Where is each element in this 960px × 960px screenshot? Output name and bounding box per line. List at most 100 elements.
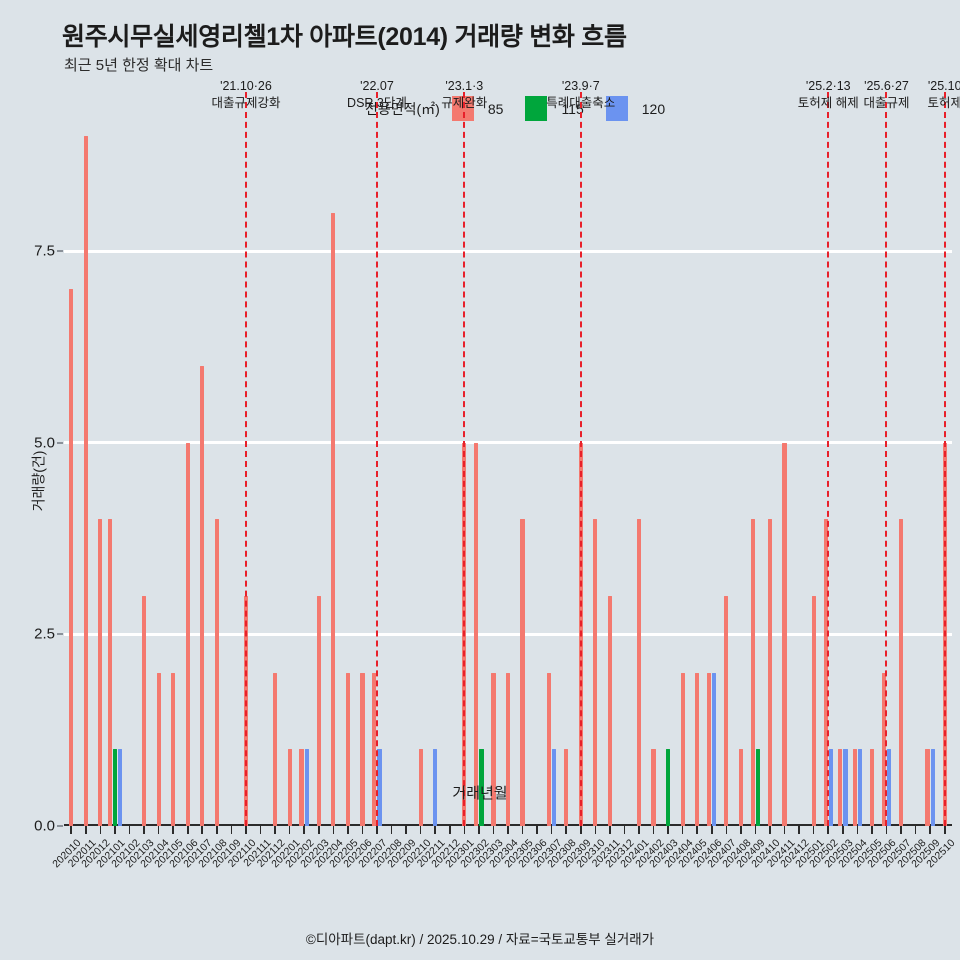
x-tick-mark <box>681 826 684 834</box>
bar[interactable] <box>680 672 685 826</box>
bar[interactable] <box>666 749 671 826</box>
x-tick-mark <box>274 826 276 834</box>
bar[interactable] <box>869 749 875 826</box>
bar[interactable] <box>345 672 350 826</box>
event-marker-line <box>943 92 946 826</box>
event-marker-line <box>463 92 466 826</box>
legend-title: 전용면적(㎡) <box>365 100 440 117</box>
event-annotation: '21.10·26 대출규제강화 <box>211 78 280 112</box>
bar[interactable] <box>593 519 598 826</box>
legend-swatch-115 <box>525 96 548 121</box>
bar[interactable] <box>69 289 74 826</box>
bar[interactable] <box>707 672 712 826</box>
x-tick-mark <box>332 826 335 834</box>
bar[interactable] <box>83 136 88 826</box>
bar[interactable] <box>316 596 321 826</box>
bar[interactable] <box>738 749 743 826</box>
event-annotation: '25.10 토허제 <box>927 78 960 112</box>
bar[interactable] <box>299 749 304 826</box>
x-tick-mark <box>885 826 888 834</box>
bar[interactable] <box>712 672 717 826</box>
bar[interactable] <box>107 519 112 826</box>
bar[interactable] <box>552 749 557 826</box>
legend-label-115: 115 <box>561 100 584 117</box>
x-tick-mark <box>186 826 189 834</box>
bar[interactable] <box>118 749 123 826</box>
bar[interactable] <box>418 749 423 826</box>
x-tick-mark <box>376 826 378 834</box>
legend-item-120[interactable]: 120 <box>605 96 687 121</box>
bar[interactable] <box>474 442 479 826</box>
bar[interactable] <box>171 672 176 826</box>
bar[interactable] <box>930 749 935 826</box>
bar[interactable] <box>843 749 848 826</box>
bar[interactable] <box>304 749 309 826</box>
bar[interactable] <box>607 596 612 826</box>
bar[interactable] <box>651 749 656 826</box>
x-tick-mark <box>783 826 786 834</box>
x-tick-mark <box>550 826 553 834</box>
bar[interactable] <box>272 672 278 826</box>
x-tick-mark <box>99 826 102 834</box>
y-tick-mark <box>57 825 63 827</box>
x-tick-mark <box>492 826 495 834</box>
x-tick-mark <box>623 826 626 834</box>
bar[interactable] <box>925 749 930 826</box>
bar[interactable] <box>782 442 787 826</box>
bar[interactable] <box>433 749 438 826</box>
bar[interactable] <box>636 519 642 826</box>
y-tick-label: 0.0 <box>34 817 55 835</box>
bar[interactable] <box>564 749 569 826</box>
x-tick-mark <box>434 826 436 834</box>
x-tick-mark <box>900 826 902 834</box>
bar[interactable] <box>520 519 525 826</box>
bar[interactable] <box>881 672 886 826</box>
bar[interactable] <box>112 749 118 826</box>
bar[interactable] <box>479 749 484 826</box>
bar[interactable] <box>852 749 857 826</box>
bar[interactable] <box>823 519 828 826</box>
bar[interactable] <box>755 749 761 826</box>
bar[interactable] <box>898 519 904 826</box>
event-annotation: '23.9·7 특례대출축소 <box>546 78 615 112</box>
bar[interactable] <box>214 519 219 826</box>
bar[interactable] <box>750 519 755 826</box>
x-tick-mark <box>609 826 611 834</box>
x-tick-mark <box>842 826 844 834</box>
y-tick-mark <box>57 250 63 252</box>
x-tick-mark <box>85 826 87 834</box>
bar[interactable] <box>377 749 382 826</box>
bar[interactable] <box>372 672 377 826</box>
bar[interactable] <box>838 749 843 826</box>
bar[interactable] <box>185 442 190 826</box>
x-tick-mark <box>157 826 160 834</box>
bar[interactable] <box>695 672 700 826</box>
bar[interactable] <box>724 596 729 826</box>
legend-item-115[interactable]: 115 <box>525 96 605 121</box>
legend-item-85[interactable]: 85 <box>451 96 526 121</box>
bar[interactable] <box>505 672 511 826</box>
bar[interactable] <box>200 366 205 826</box>
bar[interactable] <box>360 672 365 826</box>
bar[interactable] <box>767 519 773 826</box>
x-tick-mark <box>798 826 800 834</box>
x-tick-mark <box>871 826 873 834</box>
bar[interactable] <box>857 749 863 826</box>
page-title: 원주시무실세영리첼1차 아파트(2014) 거래량 변화 흐름 <box>62 23 627 51</box>
x-tick-mark <box>652 826 655 834</box>
event-date: '25.10 <box>927 79 960 93</box>
bar[interactable] <box>141 596 147 826</box>
bar[interactable] <box>491 672 496 826</box>
bar[interactable] <box>331 212 336 826</box>
bar[interactable] <box>98 519 103 826</box>
bar[interactable] <box>546 672 552 826</box>
bar[interactable] <box>811 596 816 826</box>
bar[interactable] <box>287 749 292 826</box>
x-tick-mark <box>303 826 305 834</box>
bar[interactable] <box>828 749 833 826</box>
bar[interactable] <box>156 672 161 826</box>
event-marker-line <box>579 92 582 826</box>
legend-swatch-85 <box>451 96 474 121</box>
bar[interactable] <box>886 749 892 826</box>
